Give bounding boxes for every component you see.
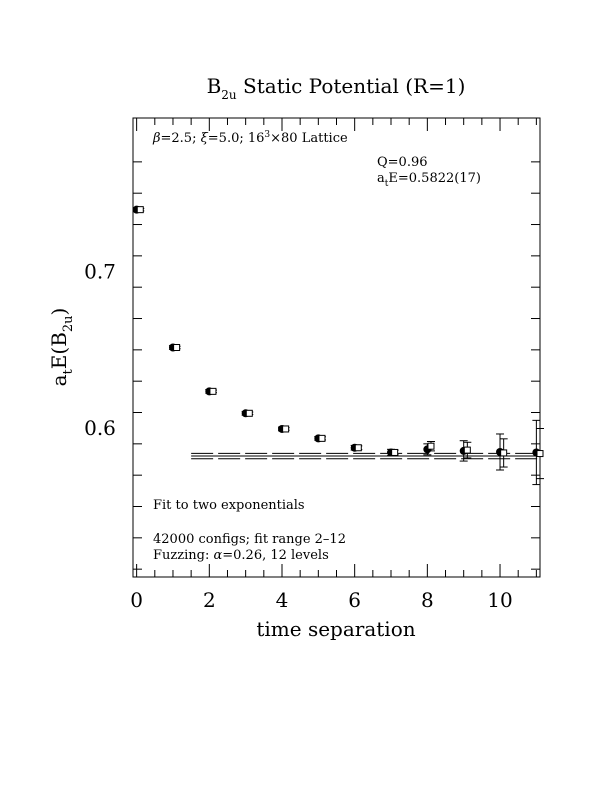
y-tick-label: 0.6: [84, 416, 116, 440]
y-axis-label: atE(B2u): [47, 308, 76, 387]
data-point-square: [463, 446, 471, 454]
data-point-square: [427, 442, 435, 450]
data-points: [132, 205, 544, 486]
configs-annotation: 42000 configs; fit range 2–12: [153, 532, 346, 547]
axis-ticks: [133, 118, 540, 577]
data-point-square: [391, 448, 399, 456]
x-axis-label: time separation: [256, 617, 415, 641]
x-tick-labels: 0 2 4 6 8 10: [130, 588, 512, 612]
x-tick-label: 8: [421, 588, 434, 612]
data-point-square: [500, 449, 508, 457]
lattice-annotation: β=2.5; ξ=5.0; 163×80 Lattice: [152, 130, 348, 146]
x-tick-label: 4: [276, 588, 289, 612]
data-point-square: [282, 425, 290, 433]
fit-annotation: Fit to two exponentials: [153, 498, 305, 513]
data-point-square: [318, 434, 326, 442]
fuzzing-annotation: Fuzzing: α=0.26, 12 levels: [153, 548, 329, 563]
data-point-square: [536, 450, 544, 458]
data-point-square: [245, 409, 253, 417]
data-point-square: [354, 444, 362, 452]
x-tick-label: 0: [130, 588, 143, 612]
y-tick-label: 0.7: [84, 260, 116, 284]
x-tick-label: 6: [348, 588, 361, 612]
data-point-square: [209, 387, 217, 395]
chart-title: B2u Static Potential (R=1): [207, 74, 466, 102]
y-tick-labels: 0.6 0.7: [84, 260, 116, 441]
data-point-square: [136, 206, 144, 214]
data-point-square: [173, 344, 181, 351]
x-tick-label: 2: [203, 588, 216, 612]
fit-band: [191, 452, 540, 460]
q-annotation: Q=0.96: [377, 155, 428, 170]
x-tick-label: 10: [487, 588, 512, 612]
energy-annotation: atE=0.5822(17): [377, 171, 481, 189]
